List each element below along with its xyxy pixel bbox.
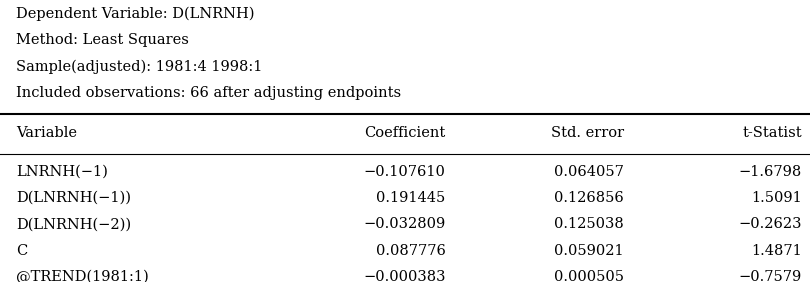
- Text: −0.107610: −0.107610: [364, 165, 446, 179]
- Text: t-Statist: t-Statist: [742, 126, 802, 140]
- Text: Std. error: Std. error: [551, 126, 624, 140]
- Text: LNRNH(−1): LNRNH(−1): [16, 165, 108, 179]
- Text: Sample(adjusted): 1981:4 1998:1: Sample(adjusted): 1981:4 1998:1: [16, 60, 262, 74]
- Text: 0.000505: 0.000505: [554, 270, 624, 282]
- Text: −0.032809: −0.032809: [363, 217, 446, 231]
- Text: 0.087776: 0.087776: [376, 244, 446, 257]
- Text: 1.5091: 1.5091: [751, 191, 802, 205]
- Text: Dependent Variable: D(LNRNH): Dependent Variable: D(LNRNH): [16, 7, 254, 21]
- Text: 1.4871: 1.4871: [751, 244, 802, 257]
- Text: D(LNRNH(−2)): D(LNRNH(−2)): [16, 217, 131, 231]
- Text: Method: Least Squares: Method: Least Squares: [16, 33, 189, 47]
- Text: 0.125038: 0.125038: [554, 217, 624, 231]
- Text: −0.000383: −0.000383: [363, 270, 446, 282]
- Text: C: C: [16, 244, 28, 257]
- Text: Included observations: 66 after adjusting endpoints: Included observations: 66 after adjustin…: [16, 86, 401, 100]
- Text: @TREND(1981:1): @TREND(1981:1): [16, 270, 149, 282]
- Text: Variable: Variable: [16, 126, 77, 140]
- Text: 0.126856: 0.126856: [554, 191, 624, 205]
- Text: 0.064057: 0.064057: [554, 165, 624, 179]
- Text: Coefficient: Coefficient: [364, 126, 446, 140]
- Text: D(LNRNH(−1)): D(LNRNH(−1)): [16, 191, 131, 205]
- Text: −0.7579: −0.7579: [739, 270, 802, 282]
- Text: 0.059021: 0.059021: [554, 244, 624, 257]
- Text: 0.191445: 0.191445: [377, 191, 446, 205]
- Text: −1.6798: −1.6798: [739, 165, 802, 179]
- Text: −0.2623: −0.2623: [739, 217, 802, 231]
